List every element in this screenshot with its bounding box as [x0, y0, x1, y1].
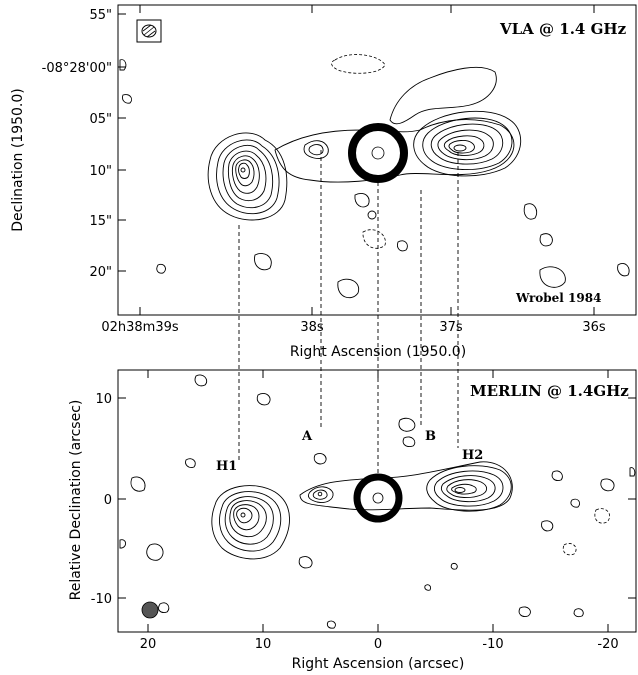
merlin-frame [117, 369, 637, 633]
merlin-panel: MERLIN @ 1.4GHz H1 A B H2 10 0 -10 20 10… [68, 369, 637, 672]
vla-beam-icon [141, 24, 157, 38]
vla-core-ring [348, 123, 408, 183]
feature-label-b: B [425, 429, 436, 444]
merlin-xtick: 10 [255, 637, 272, 652]
merlin-ytick: -10 [91, 592, 112, 607]
merlin-xtick: -20 [597, 637, 618, 652]
merlin-xtick: 0 [374, 637, 382, 652]
vla-ytick: 20" [89, 265, 112, 280]
merlin-xtick: 20 [140, 637, 157, 652]
vla-ytick: 10" [89, 164, 112, 179]
vla-ytick: -08°28'00" [42, 61, 112, 76]
vla-negative-contour [331, 54, 386, 74]
feature-label-a: A [301, 429, 313, 444]
merlin-axis-ticks [118, 370, 636, 632]
merlin-core-ring [353, 473, 403, 523]
merlin-beam-icon [141, 601, 159, 619]
merlin-jet-contour [299, 461, 513, 511]
merlin-ytick: 0 [104, 493, 112, 508]
vla-panel-label: VLA @ 1.4 GHz [499, 20, 627, 38]
merlin-panel-label: MERLIN @ 1.4GHz [470, 382, 629, 400]
vla-ytick: 15" [89, 214, 112, 229]
vla-xtick: 37s [439, 320, 463, 335]
vla-ytick: 05" [89, 112, 112, 127]
feature-guide-lines [238, 150, 459, 478]
vla-lobe-h2 [413, 110, 522, 177]
vla-y-axis-title: Declination (1950.0) [10, 88, 26, 232]
merlin-xtick: -10 [482, 637, 503, 652]
merlin-x-axis-title: Right Ascension (arcsec) [292, 656, 465, 672]
vla-xtick: 02h38m39s [101, 320, 179, 335]
vla-frame [117, 4, 637, 316]
merlin-ytick: 10 [95, 392, 112, 407]
vla-xtick: 38s [300, 320, 324, 335]
feature-label-h2: H2 [462, 448, 483, 463]
vla-lobe-h1 [207, 132, 288, 221]
vla-axis-ticks [118, 5, 595, 315]
vla-panel: VLA @ 1.4 GHz Wrobel 1984 55" -08°28'00"… [10, 4, 637, 360]
vla-credit: Wrobel 1984 [515, 291, 601, 305]
vla-ytick: 55" [89, 8, 112, 23]
merlin-y-axis-title: Relative Declination (arcsec) [68, 400, 84, 601]
vla-beam-box [136, 19, 162, 43]
merlin-lobe-h1 [211, 485, 290, 560]
feature-label-h1: H1 [216, 459, 237, 474]
merlin-lobe-h2 [426, 465, 512, 512]
vla-xtick: 36s [582, 320, 606, 335]
